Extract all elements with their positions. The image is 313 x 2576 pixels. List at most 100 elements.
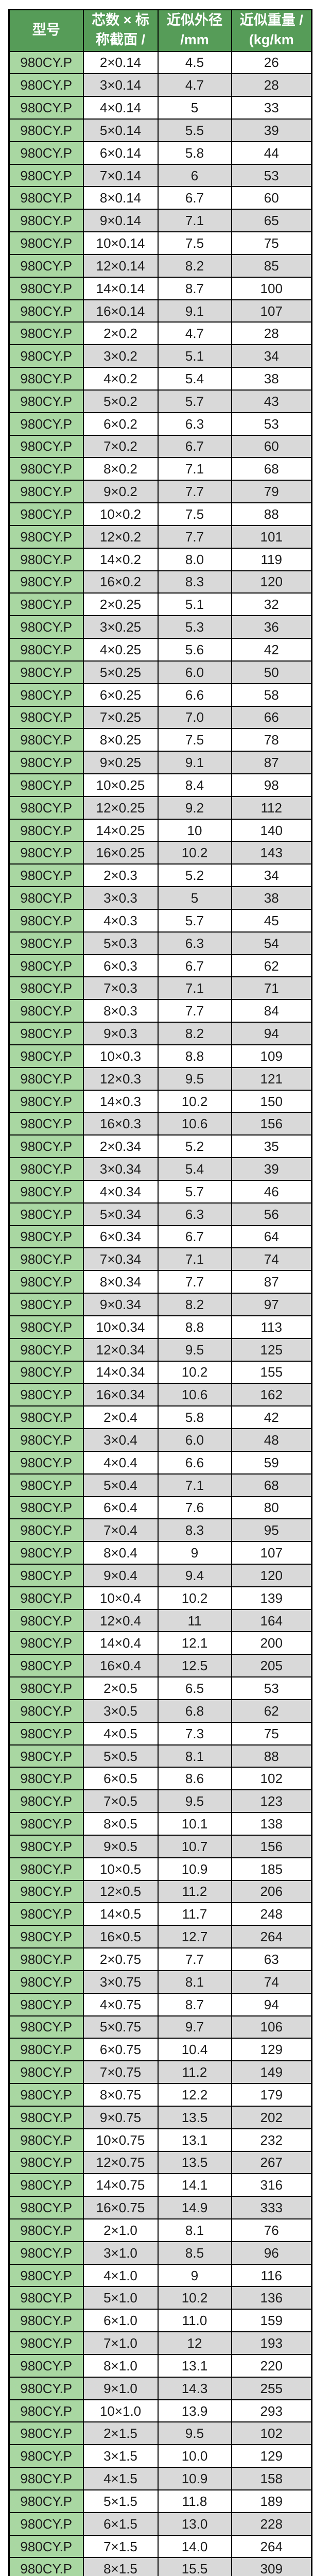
diameter-cell: 10.9 (157, 1857, 232, 1881)
weight-cell: 62 (231, 1699, 312, 1723)
weight-cell: 159 (231, 2309, 312, 2333)
model-cell: 980CY.P (8, 50, 84, 75)
table-row: 980CY.P 7×0.4 8.3 95 (8, 1518, 312, 1543)
weight-cell: 85 (231, 253, 312, 278)
spec-cell: 8×0.5 (82, 1812, 159, 1836)
model-cell: 980CY.P (8, 141, 84, 165)
table-row: 980CY.P 9×0.5 10.7 156 (8, 1834, 312, 1858)
spec-cell: 16×0.3 (82, 1112, 159, 1136)
spec-cell: 4×1.0 (82, 2263, 159, 2287)
spec-cell: 10×0.5 (82, 1857, 159, 1881)
weight-cell: 58 (231, 683, 312, 707)
weight-cell: 267 (231, 2150, 312, 2175)
weight-cell: 53 (231, 163, 312, 188)
table-row: 980CY.P 6×0.14 5.8 44 (8, 141, 312, 165)
weight-cell: 62 (231, 954, 312, 978)
weight-cell: 264 (231, 1925, 312, 1949)
weight-cell: 232 (231, 2128, 312, 2152)
spec-cell: 2×0.34 (82, 1134, 159, 1159)
diameter-cell: 12.1 (157, 1631, 232, 1655)
weight-cell: 71 (231, 976, 312, 1001)
diameter-cell: 6.7 (157, 954, 232, 978)
model-cell: 980CY.P (8, 1066, 84, 1091)
table-row: 980CY.P 12×0.2 7.7 101 (8, 524, 312, 549)
model-cell: 980CY.P (8, 1202, 84, 1226)
model-cell: 980CY.P (8, 1947, 84, 1971)
cable-spec-table: 型号 芯数 × 标 称截面 / 近似外径 /mm 近似重量 / (kg/km 9… (8, 9, 312, 2576)
model-cell: 980CY.P (8, 547, 84, 571)
weight-cell: 120 (231, 570, 312, 594)
table-row: 980CY.P 16×0.25 10.2 143 (8, 841, 312, 865)
diameter-cell: 5 (157, 886, 232, 910)
model-cell: 980CY.P (8, 1631, 84, 1655)
table-row: 980CY.P 2×0.5 6.5 53 (8, 1676, 312, 1700)
table-row: 980CY.P 14×0.4 12.1 200 (8, 1631, 312, 1655)
table-row: 980CY.P 9×0.3 8.2 94 (8, 1022, 312, 1045)
spec-cell: 2×0.5 (82, 1676, 159, 1700)
table-row: 980CY.P 6×0.34 6.7 64 (8, 1225, 312, 1249)
diameter-cell: 9 (157, 1541, 232, 1565)
spec-cell: 4×0.4 (82, 1450, 159, 1475)
weight-cell: 107 (231, 299, 312, 323)
spec-cell: 10×0.34 (82, 1315, 159, 1339)
model-cell: 980CY.P (8, 615, 84, 639)
weight-cell: 66 (231, 705, 312, 730)
table-row: 980CY.P 10×0.5 10.9 185 (8, 1857, 312, 1881)
diameter-cell: 9.5 (157, 1789, 232, 1814)
spec-cell: 10×0.4 (82, 1586, 159, 1610)
spec-cell: 7×0.5 (82, 1789, 159, 1814)
weight-cell: 87 (231, 751, 312, 774)
spec-cell: 6×1.5 (82, 2512, 159, 2536)
table-row: 980CY.P 7×0.5 9.5 123 (8, 1789, 312, 1814)
spec-cell: 5×0.2 (82, 389, 159, 413)
weight-cell: 102 (231, 2421, 312, 2446)
diameter-cell: 4.7 (157, 321, 232, 346)
spec-cell: 12×0.14 (82, 253, 159, 278)
diameter-cell: 11.2 (157, 2060, 232, 2084)
spec-cell: 2×0.2 (82, 321, 159, 346)
model-cell: 980CY.P (8, 886, 84, 910)
diameter-cell: 7.1 (157, 1473, 232, 1497)
table-row: 980CY.P 12×0.3 9.5 121 (8, 1066, 312, 1091)
spec-cell: 7×0.2 (82, 434, 159, 459)
spec-cell: 4×0.2 (82, 367, 159, 391)
model-cell: 980CY.P (8, 1857, 84, 1881)
table-row: 980CY.P 2×0.34 5.2 35 (8, 1134, 312, 1159)
diameter-cell: 5.4 (157, 1157, 232, 1181)
diameter-cell: 8.1 (157, 1970, 232, 1994)
diameter-cell: 8.2 (157, 1293, 232, 1316)
weight-cell: 78 (231, 728, 312, 752)
weight-cell: 156 (231, 1834, 312, 1858)
table-row: 980CY.P 4×0.4 6.6 59 (8, 1450, 312, 1475)
model-cell: 980CY.P (8, 1112, 84, 1136)
weight-cell: 200 (231, 1631, 312, 1655)
weight-cell: 39 (231, 118, 312, 142)
diameter-cell: 10.2 (157, 1360, 232, 1384)
table-row: 980CY.P 5×0.5 8.1 88 (8, 1744, 312, 1768)
diameter-cell: 8.2 (157, 1022, 232, 1045)
spec-cell: 8×1.5 (82, 2557, 159, 2576)
spec-cell: 10×0.14 (82, 231, 159, 255)
model-cell: 980CY.P (8, 2218, 84, 2242)
weight-cell: 162 (231, 1383, 312, 1407)
spec-cell: 8×0.14 (82, 186, 159, 210)
diameter-cell: 9.5 (157, 1066, 232, 1091)
table-row: 980CY.P 3×0.14 4.7 28 (8, 73, 312, 97)
diameter-cell: 7.5 (157, 231, 232, 255)
spec-cell: 9×0.2 (82, 480, 159, 504)
weight-cell: 116 (231, 2263, 312, 2287)
table-row: 980CY.P 16×0.2 8.3 120 (8, 570, 312, 594)
model-cell: 980CY.P (8, 434, 84, 459)
table-row: 980CY.P 12×0.34 9.5 125 (8, 1337, 312, 1362)
diameter-cell: 11 (157, 1608, 232, 1633)
diameter-cell: 10.0 (157, 2444, 232, 2468)
weight-cell: 42 (231, 638, 312, 662)
table-row: 980CY.P 16×0.34 10.6 162 (8, 1383, 312, 1407)
table-row: 980CY.P 10×0.2 7.5 88 (8, 502, 312, 526)
model-cell: 980CY.P (8, 1812, 84, 1836)
diameter-cell: 9.5 (157, 1337, 232, 1362)
table-row: 980CY.P 7×1.0 12 193 (8, 2331, 312, 2355)
weight-cell: 164 (231, 1608, 312, 1633)
weight-cell: 32 (231, 592, 312, 617)
model-cell: 980CY.P (8, 751, 84, 774)
